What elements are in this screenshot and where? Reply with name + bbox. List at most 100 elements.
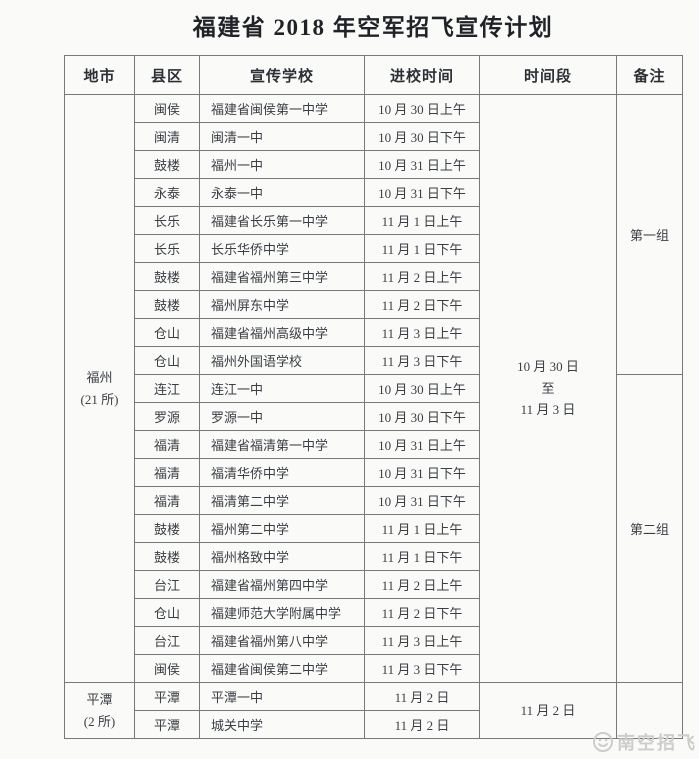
school-cell: 福建省长乐第一中学: [199, 206, 365, 235]
table-row: 鼓楼 福州第二中学 11 月 1 日上午: [65, 514, 683, 543]
school-cell: 连江一中: [199, 374, 365, 403]
school-cell: 福建省福州高级中学: [199, 318, 365, 347]
school-cell: 福建师范大学附属中学: [199, 598, 365, 627]
schedule-table: 地市 县区 宣传学校 进校时间 时间段 备注 福州 (21 所) 闽侯 福建省闽侯第一中学 10 …: [64, 55, 683, 739]
time-cell: 10 月 30 日上午: [364, 94, 480, 123]
county-cell: 永泰: [134, 178, 200, 207]
school-cell: 福建省福清第一中学: [199, 430, 365, 459]
watermark: 南空招飞: [592, 729, 697, 755]
period-cell: 11 月 2 日: [479, 682, 617, 739]
time-cell: 11 月 3 日上午: [364, 626, 480, 655]
school-cell: 福建省闽侯第一中学: [199, 94, 365, 123]
table-row: 仓山 福建省福州高级中学 11 月 3 日上午: [65, 318, 683, 347]
county-cell: 福清: [134, 486, 200, 515]
time-cell: 11 月 1 日上午: [364, 206, 480, 235]
table-row: 长乐 福建省长乐第一中学 11 月 1 日上午: [65, 206, 683, 235]
table-row: 仓山 福州外国语学校 11 月 3 日下午: [65, 346, 683, 375]
time-cell: 11 月 2 日: [364, 682, 480, 711]
time-cell: 10 月 31 日下午: [364, 458, 480, 487]
county-cell: 福清: [134, 458, 200, 487]
table-row: 平潭 (2 所) 平潭 平潭一中 11 月 2 日 11 月 2 日: [64, 682, 683, 739]
county-cell: 闽侯: [134, 94, 200, 123]
table-row: 闽清 闽清一中 10 月 30 日下午: [65, 122, 683, 151]
school-cell: 长乐华侨中学: [199, 234, 365, 263]
column-header-note: 备注: [616, 55, 683, 95]
city-cell: 福州 (21 所): [64, 94, 135, 683]
note-cell: [616, 682, 683, 739]
school-cell: 福州一中: [199, 150, 365, 179]
county-cell: 长乐: [134, 234, 200, 263]
time-cell: 10 月 31 日下午: [364, 486, 480, 515]
table-row: 永泰 永泰一中 10 月 31 日下午: [65, 178, 683, 207]
column-header-period: 时间段: [479, 55, 617, 95]
page-title: 福建省 2018 年空军招飞宣传计划: [192, 15, 554, 40]
table-row: 台江 福建省福州第四中学 11 月 2 日上午: [65, 570, 683, 599]
time-cell: 11 月 3 日上午: [364, 318, 480, 347]
time-cell: 11 月 2 日上午: [364, 262, 480, 291]
time-cell: 11 月 3 日下午: [364, 346, 480, 375]
column-header-school: 宣传学校: [199, 55, 365, 95]
time-cell: 10 月 30 日上午: [364, 374, 480, 403]
county-cell: 仓山: [134, 598, 200, 627]
school-cell: 福州屏东中学: [199, 290, 365, 319]
header-row: 地市 县区 宣传学校 进校时间 时间段 备注: [64, 55, 683, 95]
county-cell: 平潭: [134, 682, 200, 711]
county-cell: 闽侯: [134, 654, 200, 683]
county-cell: 台江: [134, 626, 200, 655]
county-cell: 福清: [134, 430, 200, 459]
time-cell: 11 月 1 日下午: [364, 234, 480, 263]
smiley-logo-icon: [592, 731, 614, 753]
time-cell: 11 月 2 日下午: [364, 598, 480, 627]
time-cell: 11 月 2 日下午: [364, 290, 480, 319]
table-row: 长乐 长乐华侨中学 11 月 1 日下午: [65, 234, 683, 263]
school-cell: 福清第二中学: [199, 486, 365, 515]
table-row: 连江 连江一中 10 月 30 日上午 第二组: [65, 374, 683, 683]
time-cell: 10 月 31 日上午: [364, 430, 480, 459]
column-header-entry-time: 进校时间: [364, 55, 480, 95]
table-row: 福州 (21 所) 闽侯 福建省闽侯第一中学 10 月 30 日上午 10 月 30 日至…: [64, 94, 683, 683]
county-cell: 鼓楼: [134, 262, 200, 291]
time-cell: 10 月 30 日下午: [364, 122, 480, 151]
table-row: 鼓楼 福州一中 10 月 31 日上午: [65, 150, 683, 179]
note-cell: 第二组: [616, 374, 683, 683]
county-cell: 鼓楼: [134, 150, 200, 179]
watermark-text: 南空招飞: [617, 733, 697, 753]
period-cell: 10 月 30 日至 11 月 3 日: [479, 94, 617, 683]
column-header-city: 地市: [64, 55, 135, 95]
school-cell: 福州第二中学: [199, 514, 365, 543]
time-cell: 11 月 3 日下午: [364, 654, 480, 683]
county-cell: 鼓楼: [134, 514, 200, 543]
county-cell: 长乐: [134, 206, 200, 235]
county-cell: 仓山: [134, 318, 200, 347]
county-cell: 鼓楼: [134, 290, 200, 319]
time-cell: 10 月 30 日下午: [364, 402, 480, 431]
time-cell: 10 月 31 日上午: [364, 150, 480, 179]
county-cell: 鼓楼: [134, 542, 200, 571]
time-cell: 11 月 1 日上午: [364, 514, 480, 543]
school-cell: 罗源一中: [199, 402, 365, 431]
time-cell: 11 月 2 日: [364, 710, 480, 739]
column-header-county: 县区: [134, 55, 200, 95]
school-cell: 闽清一中: [199, 122, 365, 151]
city-cell: 平潭 (2 所): [64, 682, 135, 739]
county-cell: 闽清: [134, 122, 200, 151]
table-row: 鼓楼 福建省福州第三中学 11 月 2 日上午: [65, 262, 683, 291]
county-cell: 台江: [134, 570, 200, 599]
school-cell: 福州格致中学: [199, 542, 365, 571]
school-cell: 城关中学: [199, 710, 365, 739]
school-cell: 永泰一中: [199, 178, 365, 207]
school-cell: 福建省闽侯第二中学: [199, 654, 365, 683]
school-cell: 福建省福州第八中学: [199, 626, 365, 655]
county-cell: 连江: [134, 374, 200, 403]
time-cell: 11 月 2 日上午: [364, 570, 480, 599]
school-cell: 福州外国语学校: [199, 346, 365, 375]
table-row: 鼓楼 福州屏东中学 11 月 2 日下午: [65, 290, 683, 319]
time-cell: 10 月 31 日下午: [364, 178, 480, 207]
school-cell: 福清华侨中学: [199, 458, 365, 487]
school-cell: 福建省福州第四中学: [199, 570, 365, 599]
table-row: 罗源 罗源一中 10 月 30 日下午: [65, 402, 683, 431]
county-cell: 仓山: [134, 346, 200, 375]
school-cell: 平潭一中: [199, 682, 365, 711]
table-row: 平潭 城关中学 11 月 2 日: [65, 710, 683, 739]
note-cell: 第一组: [616, 94, 683, 375]
